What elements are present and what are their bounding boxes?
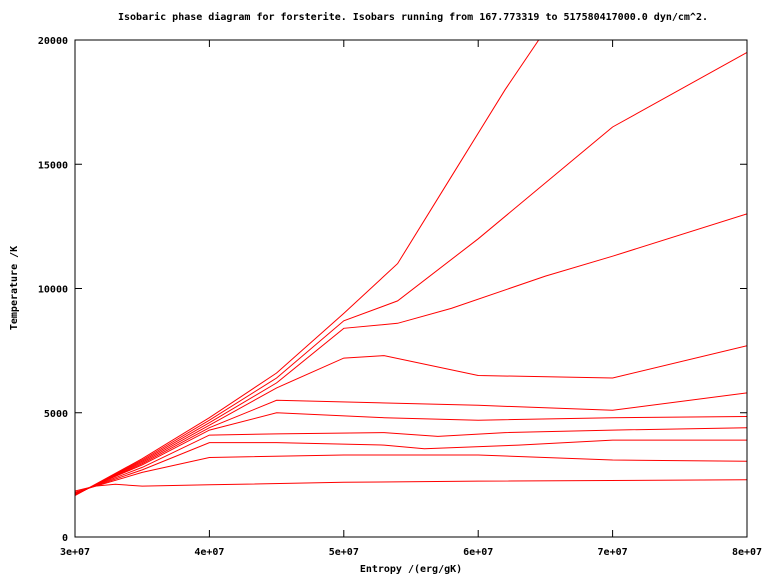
x-axis-label: Entropy /(erg/gK) [360, 564, 462, 575]
x-tick-label: 5e+07 [329, 547, 359, 558]
isobar-line [75, 213, 747, 496]
x-axis: 3e+07 4e+07 5e+07 6e+07 7e+07 8e+07 [60, 40, 762, 558]
y-tick-label: 0 [62, 533, 68, 544]
isobar-line [75, 427, 747, 494]
isobar-line [75, 479, 747, 492]
isobar-line [75, 40, 540, 496]
isobar-line [75, 412, 747, 495]
plot-border [74, 39, 748, 538]
y-tick-label: 20000 [38, 36, 68, 47]
isobar-lines [75, 40, 747, 496]
y-axis-label: Temperature /K [9, 246, 20, 330]
y-axis: 0 5000 10000 15000 20000 [38, 36, 747, 544]
isobar-line [75, 51, 747, 496]
isobar-line [75, 454, 747, 493]
isobar-line [75, 345, 747, 496]
isobar-line [75, 439, 747, 494]
x-tick-label: 3e+07 [60, 547, 90, 558]
x-tick-label: 7e+07 [598, 547, 628, 558]
x-tick-label: 6e+07 [463, 547, 493, 558]
x-tick-label: 4e+07 [194, 547, 224, 558]
isobar-line [75, 392, 747, 495]
x-tick-label: 8e+07 [732, 547, 762, 558]
y-tick-label: 5000 [44, 409, 68, 420]
y-tick-label: 10000 [38, 285, 68, 296]
y-tick-label: 15000 [38, 160, 68, 171]
chart-title: Isobaric phase diagram for forsterite. I… [118, 11, 708, 23]
